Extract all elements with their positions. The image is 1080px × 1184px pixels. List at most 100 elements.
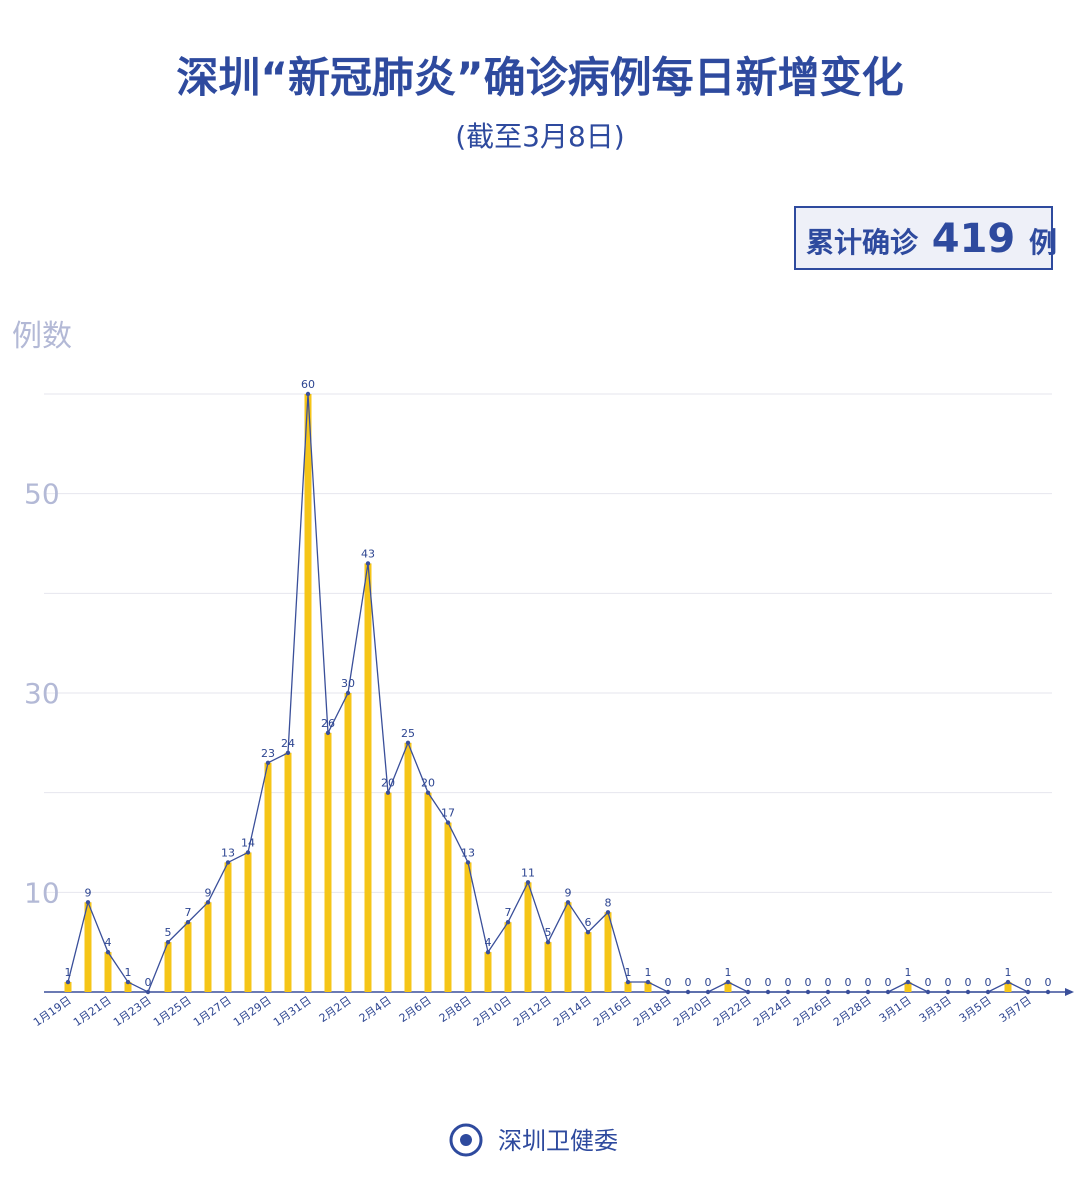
bar <box>104 952 112 992</box>
x-tick-label: 1月27日 <box>191 994 234 1029</box>
value-label: 1 <box>625 966 632 979</box>
point <box>805 989 811 995</box>
footer-text: 深圳卫健委 <box>498 1127 618 1155</box>
bar <box>484 952 492 992</box>
point <box>65 979 71 985</box>
point <box>185 920 191 925</box>
value-label: 0 <box>785 976 792 989</box>
y-tick-label: 50 <box>24 478 60 511</box>
bar <box>584 932 592 992</box>
value-label: 1 <box>725 966 732 979</box>
value-label: 0 <box>1045 976 1052 989</box>
value-label: 0 <box>1025 976 1032 989</box>
point <box>965 989 971 995</box>
value-label: 25 <box>401 727 415 740</box>
point <box>465 860 471 865</box>
x-tick-label: 2月24日 <box>751 994 794 1029</box>
point <box>165 939 171 945</box>
value-label: 6 <box>585 916 592 929</box>
value-label: 4 <box>105 936 112 949</box>
point <box>525 880 531 885</box>
x-tick-label: 1月25日 <box>151 994 194 1029</box>
point <box>265 760 271 765</box>
point <box>365 561 371 566</box>
bar <box>904 982 912 992</box>
bar <box>184 922 192 992</box>
point <box>85 900 91 905</box>
value-label: 1 <box>645 966 652 979</box>
point <box>605 910 611 915</box>
value-label: 43 <box>361 547 375 560</box>
point <box>245 850 251 855</box>
value-label: 0 <box>805 976 812 989</box>
point <box>565 900 571 905</box>
x-tick-label: 2月28日 <box>831 994 874 1029</box>
point <box>445 820 451 825</box>
x-tick-label: 1月31日 <box>271 994 314 1029</box>
point <box>425 790 431 795</box>
line <box>67 393 1048 993</box>
x-tick-label: 2月26日 <box>791 994 834 1029</box>
value-label: 0 <box>965 976 972 989</box>
point <box>305 391 311 397</box>
point <box>485 949 491 955</box>
bar <box>384 792 392 992</box>
x-tick-label: 1月19日 <box>31 994 74 1029</box>
x-axis-arrow <box>1065 988 1074 996</box>
total-unit: 例 <box>1029 226 1057 259</box>
y-tick-label: 10 <box>24 876 60 909</box>
point <box>625 979 631 985</box>
point <box>665 989 671 995</box>
bar <box>204 902 212 992</box>
value-label: 5 <box>545 926 552 939</box>
value-label: 0 <box>745 976 752 989</box>
point <box>505 920 511 925</box>
value-label: 7 <box>505 906 512 919</box>
bar <box>344 693 352 992</box>
point <box>705 989 711 995</box>
x-tick-label: 2月22日 <box>711 994 754 1029</box>
y-axis-label: 例数 <box>12 319 72 354</box>
value-label: 11 <box>521 866 535 879</box>
value-label: 0 <box>705 976 712 989</box>
point <box>785 989 791 995</box>
bar <box>604 912 612 992</box>
value-label: 14 <box>241 836 255 849</box>
value-label: 9 <box>205 886 212 899</box>
point <box>745 989 751 995</box>
value-label: 0 <box>665 976 672 989</box>
point <box>225 860 231 865</box>
x-tick-label: 1月29日 <box>231 994 274 1029</box>
bar <box>284 752 292 992</box>
value-label: 1 <box>125 966 132 979</box>
point <box>985 989 991 995</box>
point <box>125 979 131 985</box>
value-label: 0 <box>825 976 832 989</box>
bar <box>364 563 372 992</box>
value-label: 24 <box>281 737 295 750</box>
bar <box>124 982 132 992</box>
value-label: 20 <box>421 777 435 790</box>
value-label: 9 <box>85 886 92 899</box>
x-tick-label: 2月8日 <box>437 994 474 1025</box>
bar <box>1004 982 1012 992</box>
value-label: 60 <box>301 378 315 391</box>
value-label: 30 <box>341 677 355 690</box>
point <box>385 790 391 795</box>
point <box>725 979 731 985</box>
bar <box>444 822 452 992</box>
value-label: 0 <box>925 976 932 989</box>
bar <box>404 742 412 992</box>
point <box>105 949 111 955</box>
x-tick-label: 2月2日 <box>317 994 354 1025</box>
value-label: 4 <box>485 936 492 949</box>
bar <box>84 902 92 992</box>
value-label: 1 <box>905 966 912 979</box>
point <box>885 989 891 995</box>
x-tick-label: 3月3日 <box>917 994 954 1025</box>
value-label: 0 <box>845 976 852 989</box>
x-tick-label: 1月21日 <box>71 994 114 1029</box>
x-tick-label: 2月14日 <box>551 994 594 1029</box>
point <box>685 989 691 995</box>
